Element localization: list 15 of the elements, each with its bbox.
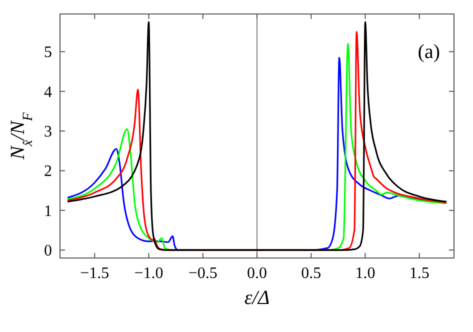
annotation: (a) xyxy=(418,41,440,63)
x-axis-title: ε/Δ xyxy=(244,287,270,309)
x-tick-label: 1.0 xyxy=(355,265,376,282)
x-tick-label: −0.5 xyxy=(188,265,218,282)
x-tick-label: −1.5 xyxy=(80,265,110,282)
y-tick-label: 0 xyxy=(44,242,52,260)
y-tick-label: 4 xyxy=(44,84,52,101)
x-tick-label: 0.0 xyxy=(247,265,267,282)
y-tick-label: 3 xyxy=(44,124,52,141)
x-tick-label: 1.5 xyxy=(409,265,430,282)
y-tick-label: 5 xyxy=(44,44,52,62)
y-tick-label: 1 xyxy=(44,202,52,220)
x-tick-label: −1.0 xyxy=(134,265,164,282)
x-tick-label: 0.5 xyxy=(301,265,322,282)
y-tick-label: 2 xyxy=(44,163,52,180)
